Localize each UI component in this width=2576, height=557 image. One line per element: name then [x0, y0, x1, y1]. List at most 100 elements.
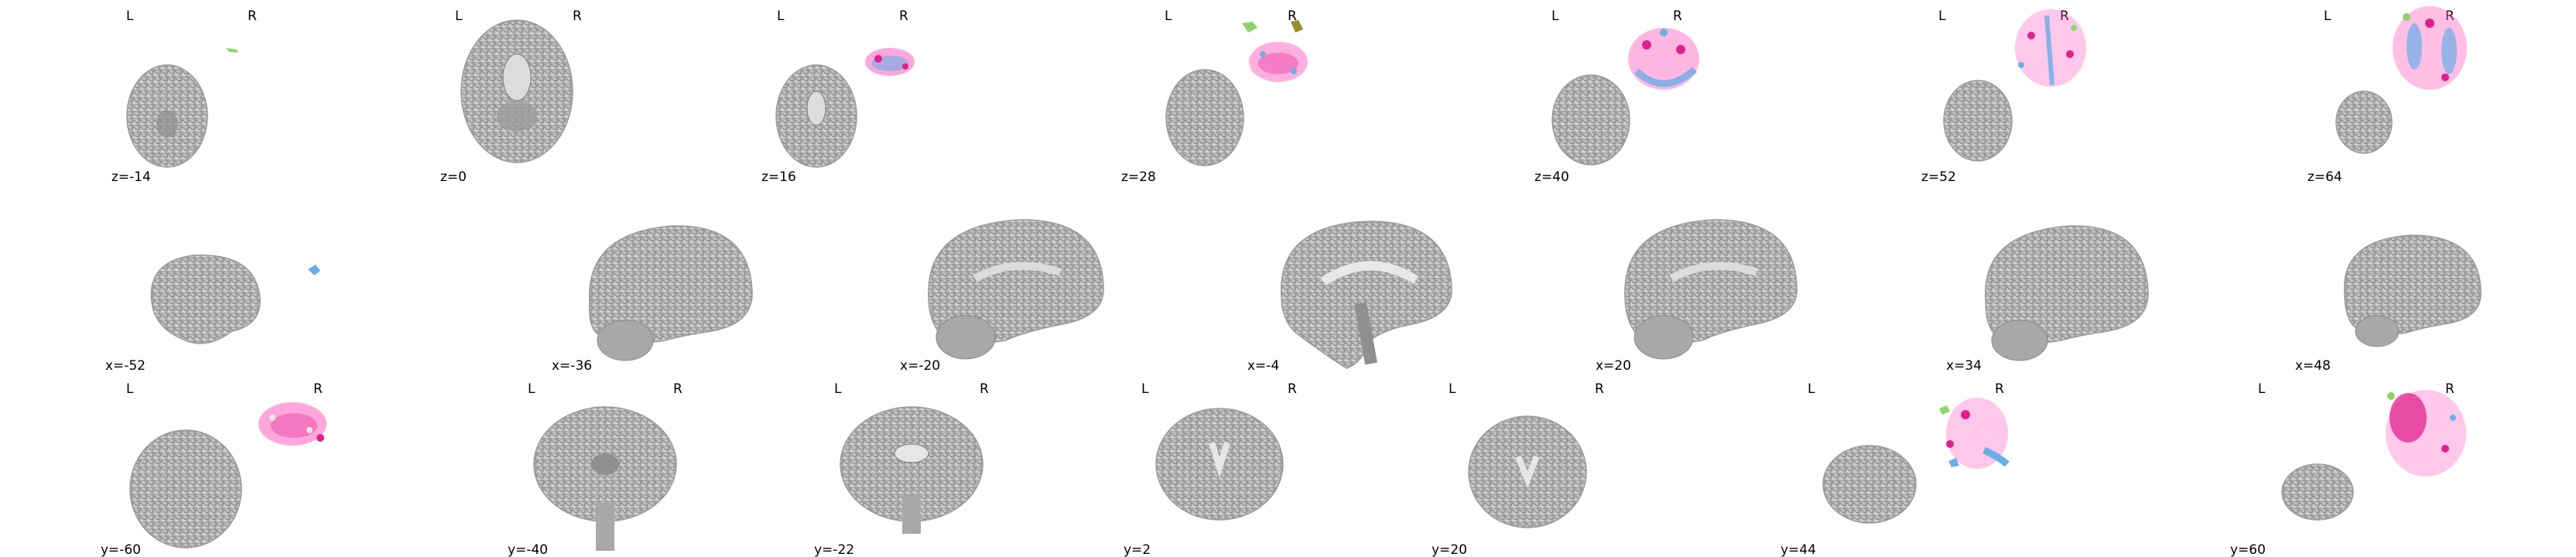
ventricle-region	[894, 443, 929, 463]
activation-overlay-cluster	[1628, 28, 1699, 90]
orientation-left-label: L	[834, 381, 842, 397]
sagittal-panel-x-minus-20: x=-20	[900, 219, 1104, 374]
ventricle-region	[973, 261, 1062, 282]
slice-coord-label: x=20	[1596, 358, 1631, 374]
slice-coord-label: x=-52	[105, 358, 145, 374]
coronal-brain-slice	[129, 429, 242, 548]
corpus-callosum-region	[1320, 261, 1419, 286]
orientation-right-label: R	[313, 381, 323, 397]
coronal-panel-y-60: L R y=60	[2230, 381, 2466, 557]
brainstem-region	[1354, 302, 1377, 365]
ventricle-region	[1209, 441, 1230, 478]
slice-coord-label: z=40	[1534, 169, 1569, 185]
axial-panel-z-28: L R z=28	[1121, 9, 1308, 185]
coronal-panel-y-minus-22: L R y=-22	[814, 381, 989, 557]
coronal-brain-slice	[2281, 463, 2354, 521]
slice-coord-label: x=-20	[900, 358, 940, 374]
orientation-left-label: L	[528, 381, 535, 397]
sagittal-brain-slice	[150, 255, 261, 344]
activation-overlay-cluster	[2386, 390, 2466, 477]
orientation-left-label: L	[1449, 381, 1456, 397]
coronal-panel-y-2: L R y=2	[1124, 381, 1297, 557]
sagittal-panel-x-minus-36: x=-36	[552, 225, 753, 374]
sagittal-brain-slice	[1281, 220, 1452, 369]
slice-coord-label: z=-14	[111, 169, 151, 185]
sagittal-panel-x-48: x=48	[2295, 234, 2482, 374]
orientation-right-label: R	[2060, 9, 2069, 24]
slice-coord-label: x=48	[2295, 358, 2331, 374]
slice-coord-label: y=44	[1781, 542, 1816, 557]
slice-coord-label: z=28	[1121, 169, 1156, 185]
orientation-left-label: L	[777, 9, 785, 24]
orientation-right-label: R	[1288, 9, 1297, 24]
orientation-left-label: L	[1141, 381, 1149, 397]
orientation-right-label: R	[573, 9, 582, 24]
green-overlay-speck	[226, 48, 238, 53]
cerebellum-region	[1634, 315, 1694, 360]
axial-brain-slice	[2335, 91, 2393, 154]
activation-overlay-cluster	[1242, 20, 1308, 82]
slice-coord-label: z=52	[1921, 169, 1956, 185]
axial-brain-slice	[1165, 69, 1244, 166]
orientation-right-label: R	[1673, 9, 1682, 24]
orientation-left-label: L	[126, 381, 134, 397]
orientation-right-label: R	[2445, 9, 2455, 24]
slice-coord-label: z=64	[2307, 169, 2342, 185]
orientation-left-label: L	[1551, 9, 1559, 24]
activation-overlay-cluster	[2393, 6, 2467, 90]
brainstem-region	[596, 503, 614, 551]
orientation-right-label: R	[248, 9, 257, 24]
cerebellum-region	[1991, 320, 2048, 361]
ventricle-region	[1669, 261, 1758, 282]
cerebellum-region	[936, 315, 996, 360]
axial-panel-z-minus-14: L R z=-14	[111, 9, 257, 185]
coronal-panel-y-20: L R y=20	[1432, 381, 1604, 557]
cerebellum-region	[597, 320, 654, 361]
slice-coord-label: y=60	[2230, 542, 2266, 557]
axial-brain-slice	[1551, 74, 1630, 166]
slice-coord-label: z=16	[761, 169, 796, 185]
sagittal-panel-x-minus-4: x=-4	[1247, 220, 1452, 374]
thalamus-region	[497, 101, 537, 132]
axial-panel-z-40: L R z=40	[1534, 9, 1699, 185]
activation-overlay-cluster	[1939, 398, 2010, 469]
blue-overlay-speck	[308, 265, 320, 275]
sagittal-panel-x-34: x=34	[1946, 225, 2149, 374]
slice-coord-label: x=34	[1946, 358, 1982, 374]
axial-panel-z-64: L R z=64	[2307, 6, 2467, 185]
orientation-left-label: L	[2324, 9, 2331, 24]
orientation-left-label: L	[1938, 9, 1946, 24]
cerebellum-region	[2355, 315, 2400, 347]
orientation-right-label: R	[673, 381, 682, 397]
orientation-left-label: L	[126, 9, 134, 24]
coronal-panel-y-44: L R y=44	[1781, 381, 2010, 557]
orientation-right-label: R	[1995, 381, 2004, 397]
coronal-panel-y-minus-40: L R y=-40	[508, 381, 682, 557]
ventricle-region	[502, 53, 532, 101]
brainstem-region	[902, 495, 921, 534]
sagittal-panel-x-minus-52: x=-52	[105, 255, 320, 374]
axial-panel-z-0: L R z=0	[440, 9, 582, 185]
orientation-left-label: L	[1808, 381, 1815, 397]
ventricle-region	[591, 453, 619, 475]
orientation-right-label: R	[899, 9, 908, 24]
orientation-right-label: R	[980, 381, 989, 397]
orientation-left-label: L	[455, 9, 463, 24]
activation-overlay-cluster	[258, 402, 327, 446]
ventricle-region	[806, 91, 826, 126]
activation-overlay-cluster	[865, 48, 915, 76]
slice-coord-label: y=2	[1124, 542, 1151, 557]
axial-panel-z-52: L R z=52	[1921, 9, 2086, 185]
slice-coord-label: y=-22	[814, 542, 854, 557]
orientation-right-label: R	[1288, 381, 1297, 397]
slice-coord-label: y=-60	[101, 542, 141, 557]
sagittal-panel-x-20: x=20	[1596, 219, 1798, 374]
slice-coord-label: x=-4	[1247, 358, 1279, 374]
axial-brain-slice	[1943, 80, 2013, 162]
activation-overlay-cluster	[2015, 9, 2086, 87]
coronal-brain-slice	[1822, 445, 1917, 524]
coronal-panel-y-minus-60: L R y=-60	[101, 381, 327, 557]
axial-panel-z-16: L R z=16	[761, 9, 915, 185]
orientation-right-label: R	[1595, 381, 1604, 397]
slice-coord-label: x=-36	[552, 358, 592, 374]
